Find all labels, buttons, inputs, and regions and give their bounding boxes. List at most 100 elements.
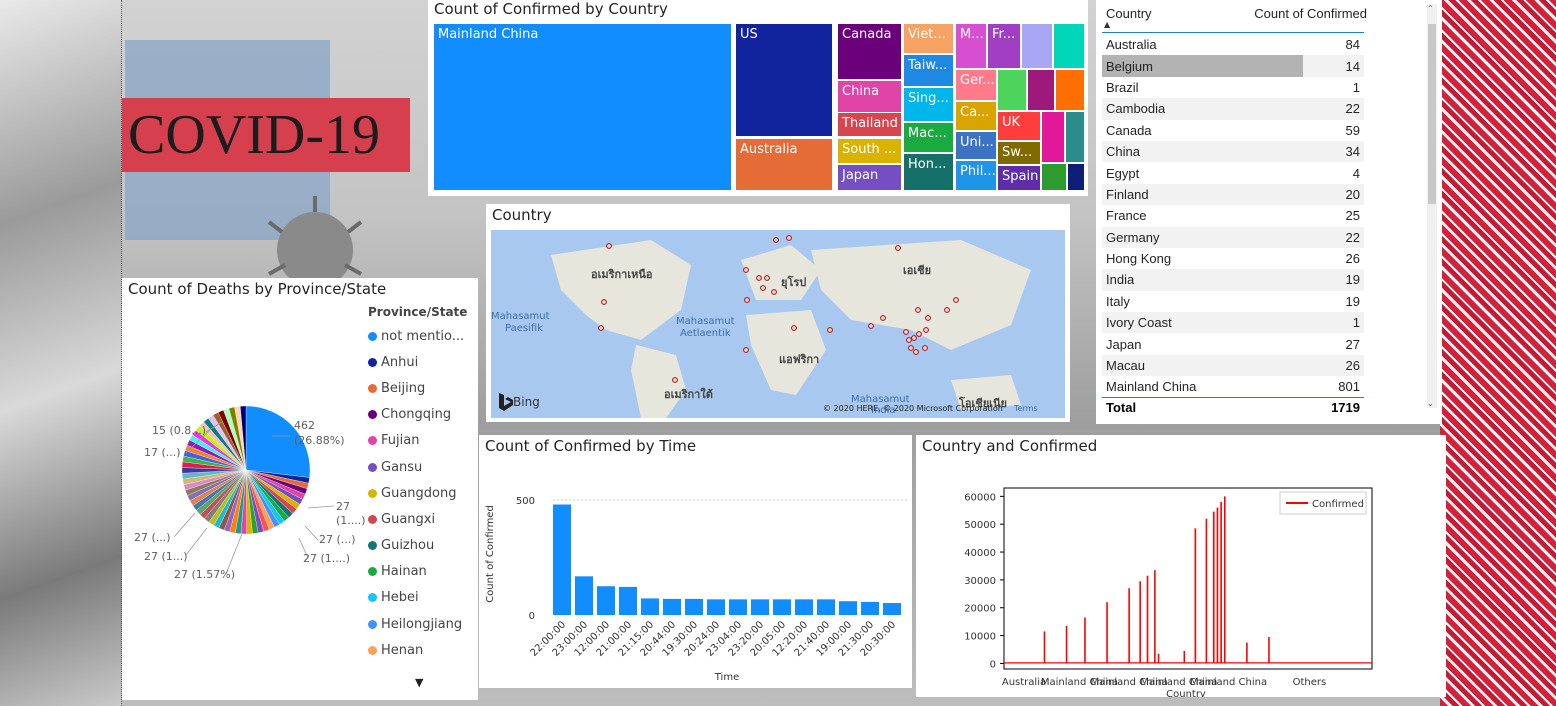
bar[interactable] (817, 599, 836, 615)
treemap-cell[interactable]: UK (998, 112, 1040, 140)
map-marker[interactable] (598, 325, 604, 331)
world-map[interactable]: อเมริกาเหนือ ยุโรป เอเชีย Mahasamut Paesi… (491, 230, 1065, 418)
map-marker[interactable] (922, 345, 928, 351)
treemap-cell[interactable]: Viet... (904, 24, 953, 53)
legend-item[interactable]: Henan (368, 637, 464, 663)
line-chart[interactable]: 0 10000 20000 30000 40000 50000 60000 Australia… (916, 435, 1446, 697)
treemap-cell[interactable]: Uni... (956, 132, 996, 159)
table-row[interactable]: Egypt 4 (1102, 162, 1364, 183)
bar[interactable] (861, 601, 880, 615)
treemap-cell[interactable]: Hon... (904, 154, 953, 190)
table-row[interactable]: Cambodia 22 (1102, 98, 1364, 120)
treemap-cell[interactable]: M... (956, 24, 986, 68)
legend-item[interactable]: Hebei (368, 585, 464, 611)
table-row[interactable]: Brazil 1 (1102, 77, 1364, 98)
treemap-cell[interactable]: Phil... (956, 161, 996, 190)
table-scrollbar-thumb[interactable] (1428, 24, 1436, 204)
treemap-area[interactable]: Mainland China US Australia Canada China Thai… (434, 24, 1084, 190)
legend-item[interactable]: Beijing (368, 375, 464, 401)
pie-slice[interactable] (245, 405, 311, 478)
table-scrollbar[interactable]: ⌃ ⌄ (1427, 4, 1437, 408)
bar[interactable] (641, 598, 660, 615)
legend-item[interactable]: Guizhou (368, 533, 464, 559)
bar[interactable] (795, 599, 814, 615)
map-marker[interactable] (923, 327, 929, 333)
sort-ascending-icon[interactable]: ▲ (1104, 20, 1111, 29)
table-row[interactable]: China 34 (1102, 140, 1364, 163)
bar[interactable] (685, 598, 704, 615)
scroll-up-icon[interactable]: ⌃ (1427, 4, 1434, 13)
table-row[interactable]: Ivory Coast 1 (1102, 312, 1364, 334)
map-marker[interactable] (760, 285, 766, 291)
map-marker[interactable] (773, 237, 779, 243)
legend-item[interactable]: Heilongjiang (368, 611, 464, 637)
treemap-cell[interactable]: Fr... (988, 24, 1020, 68)
map-marker[interactable] (915, 307, 921, 313)
treemap-cell[interactable] (1056, 70, 1084, 110)
map-terms-link[interactable]: Terms (1013, 404, 1038, 413)
map-marker[interactable] (756, 275, 762, 281)
treemap-cell[interactable] (1054, 24, 1084, 68)
legend-item[interactable]: not mentio... (368, 323, 464, 349)
map-marker[interactable] (744, 297, 750, 303)
map-marker[interactable] (743, 267, 749, 273)
bar[interactable] (619, 586, 638, 615)
treemap-cell[interactable]: Ger... (956, 70, 996, 100)
country-table-visual[interactable]: Country Count of Confirmed ▲ Australia 84… (1096, 0, 1442, 424)
treemap-cell[interactable]: Australia (736, 139, 832, 190)
map-marker[interactable] (601, 299, 607, 305)
treemap-cell[interactable]: Sing... (904, 88, 953, 121)
map-marker[interactable] (916, 331, 922, 337)
map-marker[interactable] (906, 337, 912, 343)
map-marker[interactable] (908, 345, 914, 351)
table-row[interactable]: Mainland China 801 (1102, 376, 1364, 397)
bar[interactable] (707, 599, 726, 615)
treemap-cell[interactable]: Mainland China (434, 24, 731, 190)
column-header-count[interactable]: Count of Confirmed (1254, 6, 1367, 21)
treemap-cell[interactable]: Mac... (904, 123, 953, 152)
map-marker[interactable] (672, 377, 678, 383)
map-marker[interactable] (827, 327, 833, 333)
map-marker[interactable] (911, 335, 917, 341)
treemap-cell[interactable]: China (838, 81, 901, 112)
pie-chart[interactable]: 462 (26.88%) 27(1....) 27 (...) 27 (1....) 27… (122, 398, 368, 598)
treemap-visual[interactable]: Count of Confirmed by Country Mainland C… (428, 0, 1088, 196)
table-row[interactable]: Germany 22 (1102, 226, 1364, 248)
treemap-cell[interactable]: Ca... (956, 102, 996, 130)
treemap-cell[interactable] (1068, 164, 1084, 190)
treemap-cell[interactable]: Thailand (838, 113, 901, 136)
legend-item[interactable]: Hainan (368, 559, 464, 585)
table-row[interactable]: Italy 19 (1102, 291, 1364, 312)
table-row[interactable]: Hong Kong 26 (1102, 248, 1364, 269)
bar[interactable] (575, 576, 594, 615)
pie-slice[interactable] (240, 405, 247, 471)
bar[interactable] (773, 599, 792, 615)
treemap-cell[interactable] (1042, 112, 1064, 162)
treemap-cell[interactable]: Spain (998, 166, 1040, 190)
table-row[interactable]: Canada 59 (1102, 120, 1364, 141)
map-marker[interactable] (606, 243, 612, 249)
bar[interactable] (597, 586, 616, 615)
map-marker[interactable] (895, 245, 901, 251)
map-marker[interactable] (743, 347, 749, 353)
legend-item[interactable]: Gansu (368, 454, 464, 480)
bar[interactable] (663, 598, 682, 615)
map-marker[interactable] (913, 349, 919, 355)
table-row[interactable]: Australia 84 (1102, 34, 1364, 55)
map-marker[interactable] (903, 329, 909, 335)
map-marker[interactable] (764, 275, 770, 281)
legend-item[interactable]: Chongqing (368, 402, 464, 428)
legend-item[interactable]: Guangdong (368, 480, 464, 506)
table-row[interactable]: Finland 20 (1102, 183, 1364, 206)
map-marker[interactable] (786, 235, 792, 241)
map-marker[interactable] (944, 307, 950, 313)
pie-chart-visual[interactable]: Count of Deaths by Province/State 462 (26… (122, 278, 478, 700)
treemap-cell[interactable]: Japan (838, 165, 901, 190)
bar[interactable] (883, 603, 902, 615)
treemap-cell[interactable] (998, 70, 1026, 110)
line-chart-visual[interactable]: Country and Confirmed 0 10000 20000 30000 40… (916, 435, 1446, 697)
treemap-cell[interactable]: South ... (838, 139, 901, 163)
table-row[interactable]: Belgium 14 (1102, 55, 1364, 77)
legend-item[interactable]: Fujian (368, 428, 464, 454)
